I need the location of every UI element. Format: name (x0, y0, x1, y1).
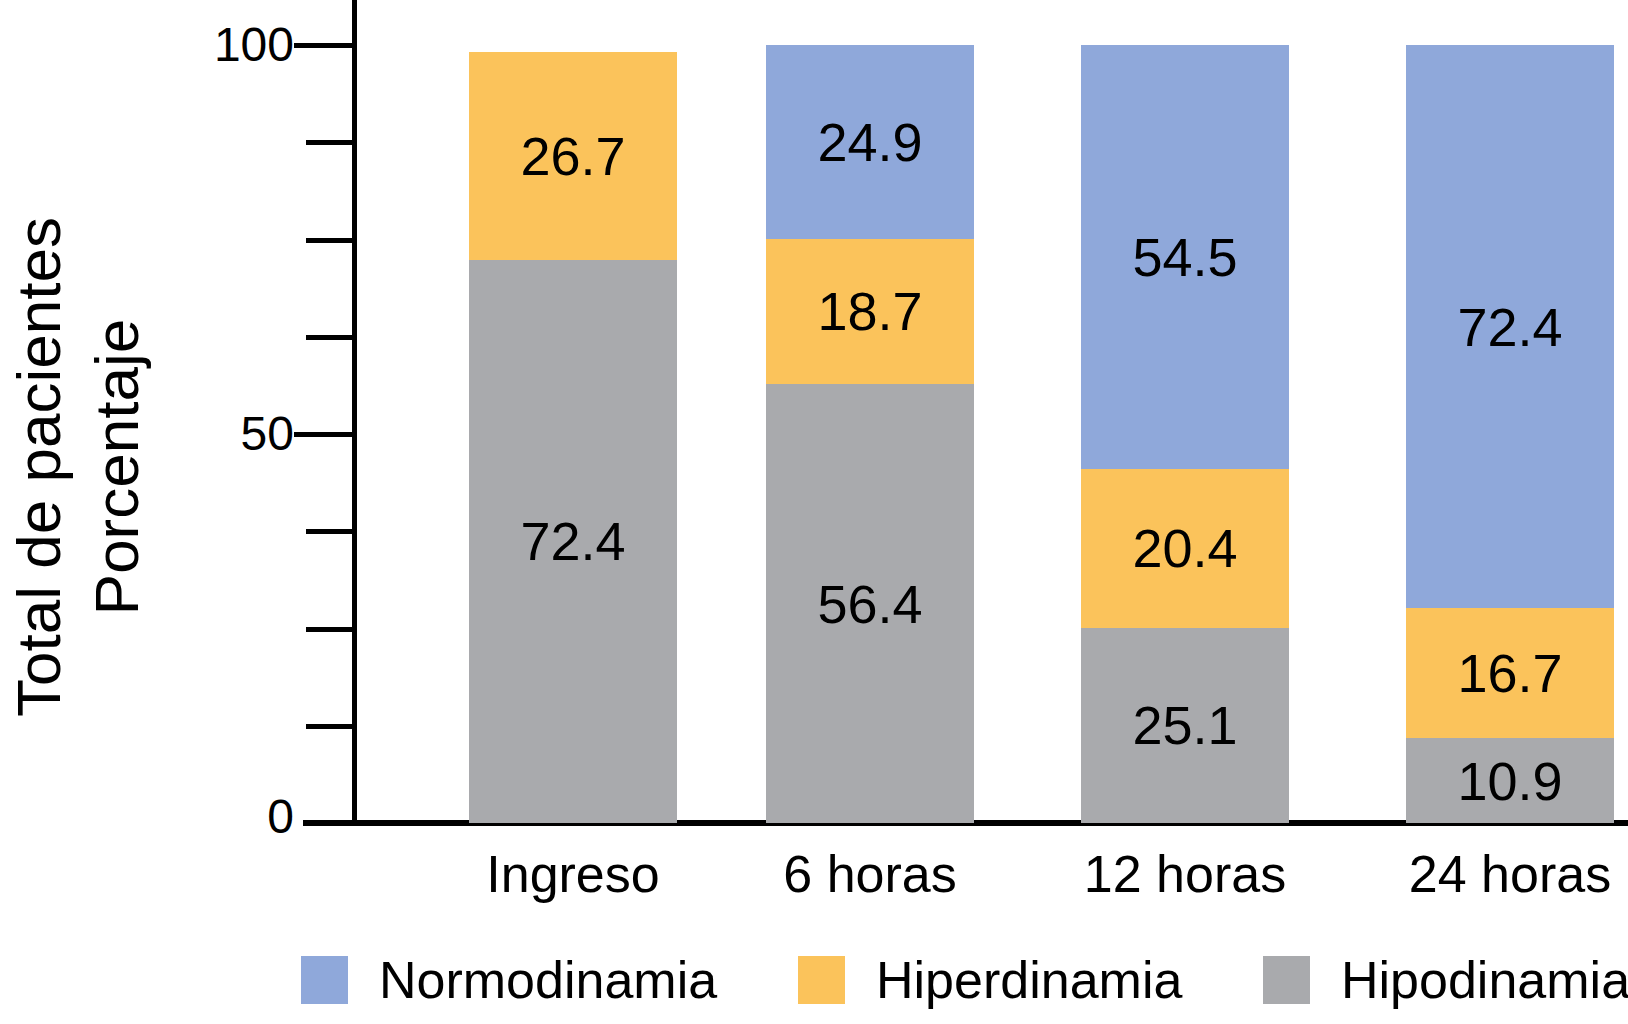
legend-item-normodinamia: Normodinamia (301, 950, 717, 1010)
y-axis-tick (306, 335, 352, 340)
y-axis-tick (306, 140, 352, 145)
legend-swatch-hiperdinamia (798, 956, 845, 1004)
legend-item-hipodinamia: Hipodinamia (1263, 950, 1628, 1010)
legend-label-hiperdinamia: Hiperdinamia (876, 950, 1182, 1010)
y-axis-line (352, 0, 357, 826)
legend-swatch-normodinamia (301, 956, 348, 1004)
x-axis-label: Ingreso (423, 844, 723, 904)
x-axis-label: 6 horas (720, 844, 1020, 904)
y-axis-tick (294, 432, 352, 437)
value-label: 20.4 (1081, 518, 1289, 578)
legend-label-normodinamia: Normodinamia (379, 950, 717, 1010)
y-axis-tick-label: 50 (84, 404, 294, 464)
y-axis-tick-label: 0 (84, 787, 294, 847)
value-label: 54.5 (1081, 227, 1289, 287)
x-axis-label: 24 horas (1360, 844, 1628, 904)
y-axis-tick (306, 627, 352, 632)
value-label: 18.7 (766, 281, 974, 341)
value-label: 72.4 (469, 511, 677, 571)
y-axis-tick (306, 238, 352, 243)
value-label: 16.7 (1406, 643, 1614, 703)
legend-item-hiperdinamia: Hiperdinamia (798, 950, 1182, 1010)
legend-label-hipodinamia: Hipodinamia (1341, 950, 1628, 1010)
value-label: 56.4 (766, 574, 974, 634)
x-axis-label: 12 horas (1035, 844, 1335, 904)
value-label: 26.7 (469, 126, 677, 186)
y-axis-tick (294, 43, 352, 48)
y-axis-title-line-1: Total de pacientes (0, 117, 78, 817)
y-axis-title: Total de pacientes Porcentaje (0, 117, 158, 817)
y-axis-title-line-2: Porcentaje (78, 117, 156, 817)
value-label: 24.9 (766, 112, 974, 172)
y-axis-tick (306, 724, 352, 729)
stacked-bar-chart: Total de pacientes Porcentaje 0 50 100 72.4… (0, 0, 1628, 1024)
y-axis-tick (306, 529, 352, 534)
y-axis-tick-label: 100 (84, 15, 294, 75)
value-label: 10.9 (1406, 751, 1614, 811)
legend-swatch-hipodinamia (1263, 956, 1310, 1004)
value-label: 72.4 (1406, 297, 1614, 357)
value-label: 25.1 (1081, 695, 1289, 755)
